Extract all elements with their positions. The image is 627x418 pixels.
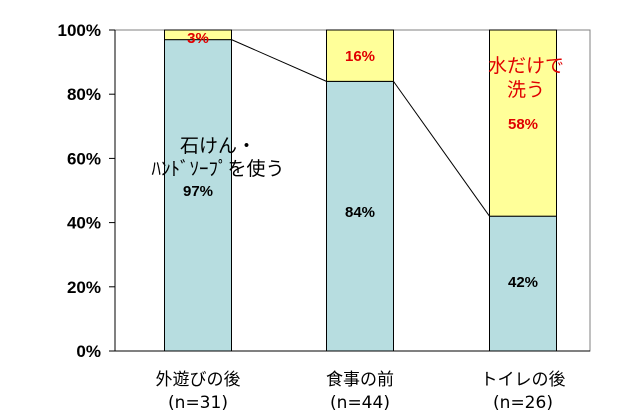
y-tick-label: 80% [67, 85, 101, 104]
y-tick-label: 100% [58, 21, 101, 40]
bar-segment [326, 80, 394, 352]
data-label: 3% [187, 30, 209, 47]
x-category-label: 食事の前 [326, 370, 394, 390]
data-label: 84% [345, 204, 375, 221]
y-tick-label: 0% [76, 342, 101, 361]
y-tick-label: 60% [67, 149, 101, 168]
data-labels: 97% 3% 84% 16% 42% 58% [183, 30, 538, 291]
soap-annotation-line2: ﾊﾝﾄﾞｿｰﾌﾟを使う [151, 158, 284, 180]
soap-annotation-line1: 石けん・ [180, 135, 256, 157]
series-line [393, 81, 490, 217]
x-category-label: 外遊びの後 [156, 370, 241, 390]
x-category-label: トイレの後 [481, 370, 566, 390]
bars [164, 29, 557, 352]
series-line [231, 39, 327, 82]
y-tick-label: 20% [67, 278, 101, 297]
bar-segment [489, 215, 557, 352]
data-label: 42% [508, 274, 538, 291]
series-lines [231, 39, 490, 217]
data-label: 58% [508, 116, 538, 133]
bar-segment [489, 29, 557, 217]
data-label: 16% [345, 48, 375, 65]
bar-segment [164, 39, 232, 352]
annotations: 石けん・ ﾊﾝﾄﾞｿｰﾌﾟを使う 水だけで 洗う [151, 55, 564, 180]
bar-segment [164, 29, 232, 41]
x-category-count: (n=31) [168, 393, 228, 413]
data-label: 97% [183, 183, 213, 200]
y-tick-label: 40% [67, 214, 101, 233]
water-annotation-line1: 水だけで [488, 55, 564, 77]
x-category-count: (n=44) [330, 393, 390, 413]
bar-segment [326, 29, 394, 82]
x-axis: 外遊びの後 (n=31) 食事の前 (n=44) トイレの後 (n=26) [156, 370, 566, 413]
water-annotation-line2: 洗う [507, 79, 545, 101]
x-category-count: (n=26) [493, 393, 553, 413]
